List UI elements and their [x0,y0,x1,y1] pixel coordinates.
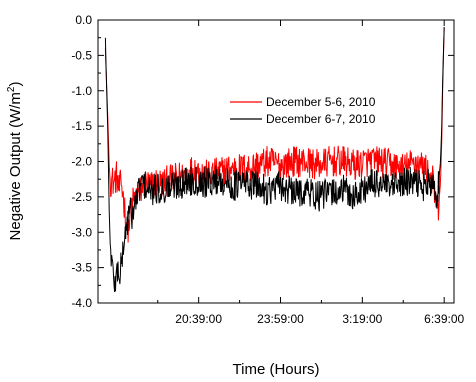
y-axis-label: Negative Output (W/m2) [6,82,24,241]
y-tick-label: -1.5 [71,119,92,133]
y-tick-label: -4.0 [71,296,92,310]
y-axis-ticks: 0.0 -0.5 -1.0 -1.5 -2.0 -2.5 -3.0 -3.5 -4.0 [71,13,454,310]
x-axis-label: Time (Hours) [233,361,320,378]
y-tick-label: -3.5 [71,261,92,275]
series-line-2 [104,27,445,293]
x-tick-label: 20:39:00 [175,312,222,326]
y-tick-label: -3.0 [71,225,92,239]
legend: December 5-6, 2010 December 6-7, 2010 [230,95,376,126]
legend-label-series-2: December 6-7, 2010 [266,112,376,126]
y-tick-label: 0.0 [75,13,92,27]
y-tick-label: -0.5 [71,48,92,62]
y-tick-label: -1.0 [71,84,92,98]
x-tick-label: 3:19:00 [342,312,382,326]
plot-area [104,27,445,293]
x-tick-label: 23:59:00 [257,312,304,326]
x-tick-label: 6:39:00 [424,312,464,326]
x-axis-ticks: 20:39:00 23:59:00 3:19:00 6:39:00 [157,20,465,326]
y-tick-label: -2.5 [71,190,92,204]
series-line-1 [104,27,445,243]
legend-label-series-1: December 5-6, 2010 [266,95,376,109]
y-tick-label: -2.0 [71,155,92,169]
